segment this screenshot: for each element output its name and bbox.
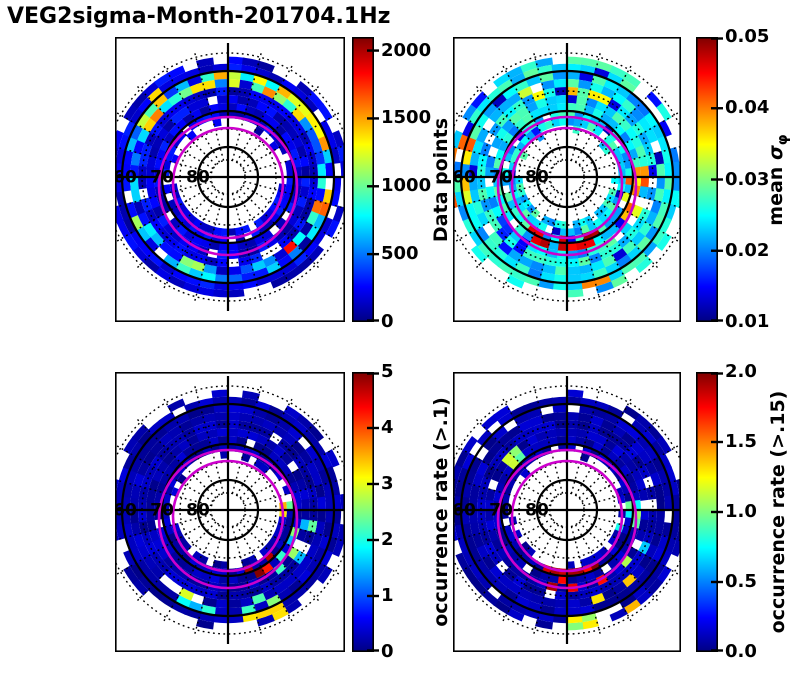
- colorbar-occurrence-rate-15: [696, 372, 726, 652]
- colorbar-axis-label-occurrence-rate-15: occurrence rate (>.15): [767, 391, 789, 634]
- colorbar-tick-label: 0.02: [725, 239, 770, 261]
- colorbar-tick-label: 2.0: [725, 361, 757, 382]
- colorbar-tick-label: 0.04: [725, 97, 770, 119]
- polar-plot-occurrence-rate-1: [115, 372, 345, 652]
- polar-plot-mean-sigma-phi: [453, 37, 681, 322]
- colorbar-tick-label: 0.5: [725, 571, 757, 592]
- colorbar-tick-label: 1000: [381, 175, 432, 197]
- colorbar-tick-label: 0.05: [725, 26, 770, 47]
- colorbar-axis-label-text: occurrence rate (>.1): [430, 397, 452, 627]
- colorbar-tick-label: 3: [381, 473, 394, 494]
- colorbar-occurrence-rate-1: [352, 372, 382, 652]
- colorbar-tick-label: 2: [381, 529, 394, 550]
- polar-plot-occurrence-rate-15: [453, 372, 681, 652]
- colorbar-tick-label: 1500: [381, 107, 432, 129]
- colorbar-axis-label-occurrence-rate-1: occurrence rate (>.1): [430, 397, 452, 627]
- colorbar-mean-sigma-phi: [696, 37, 726, 322]
- colorbar-tick-label: 0.0: [725, 641, 757, 662]
- colorbar-tick-label: 5: [381, 361, 394, 382]
- colorbar-axis-label-text: Data points: [430, 117, 452, 242]
- colorbar-tick-label: 0.01: [725, 311, 770, 332]
- colorbar-tick-label: 0: [381, 311, 394, 332]
- colorbar-tick-label: 1.5: [725, 431, 757, 452]
- colorbar-tick-label: 500: [381, 243, 419, 265]
- colorbar-tick-label: 2000: [381, 39, 432, 61]
- colorbar-tick-label: 1.0: [725, 501, 757, 522]
- sigma-symbol: σ: [765, 144, 788, 160]
- phi-subscript: φ: [774, 133, 791, 145]
- colorbar-axis-label-text: occurrence rate (>.15): [767, 390, 789, 634]
- colorbar-tick-label: 4: [381, 417, 394, 438]
- colorbar-data-points: [352, 37, 382, 322]
- colorbar-tick-label: 1: [381, 585, 394, 606]
- colorbar-tick-label: 0.03: [725, 168, 770, 190]
- polar-plot-data-points: [115, 37, 345, 322]
- figure-title: VEG2sigma-Month-201704.1Hz: [7, 4, 391, 29]
- colorbar-axis-label-data-points: Data points: [430, 117, 452, 241]
- colorbar-tick-label: 0: [381, 641, 394, 662]
